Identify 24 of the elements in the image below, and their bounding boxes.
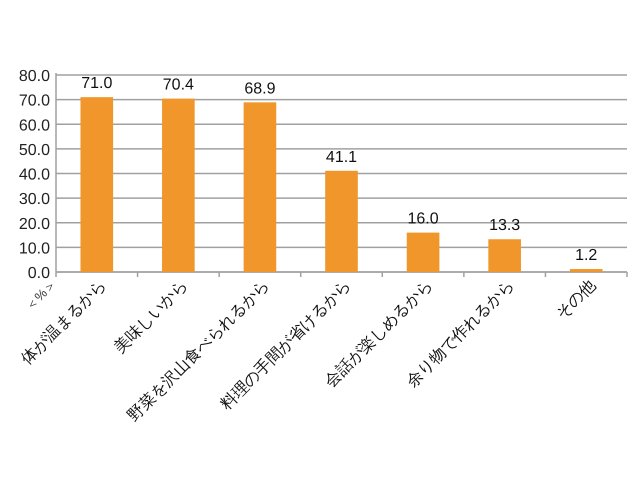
data-label: 16.0: [408, 210, 439, 228]
data-label: 70.4: [162, 76, 194, 94]
bar: [80, 97, 114, 272]
data-label: 41.1: [326, 148, 358, 166]
data-label: 71.0: [81, 75, 112, 92]
bar: [406, 232, 440, 272]
data-label: 13.3: [489, 217, 520, 234]
y-tick-label: 30.0: [18, 191, 50, 208]
y-tick-label: 10.0: [18, 240, 50, 258]
y-tick-label: 0.0: [28, 265, 50, 282]
y-tick-label: 40.0: [18, 166, 50, 184]
data-label: 68.9: [244, 80, 276, 98]
bar: [162, 98, 195, 272]
bar: [570, 269, 603, 272]
y-tick-label: 50.0: [18, 142, 50, 159]
bar: [244, 102, 276, 272]
data-label: 1.2: [575, 247, 598, 264]
bar: [488, 239, 521, 272]
y-tick-label: 80.0: [18, 68, 50, 85]
y-tick-label: 70.0: [18, 92, 50, 110]
x-tick-label: その他: [553, 276, 600, 323]
y-tick-label: 60.0: [18, 117, 50, 134]
bar: [325, 170, 358, 272]
y-tick-label: 20.0: [18, 216, 50, 233]
